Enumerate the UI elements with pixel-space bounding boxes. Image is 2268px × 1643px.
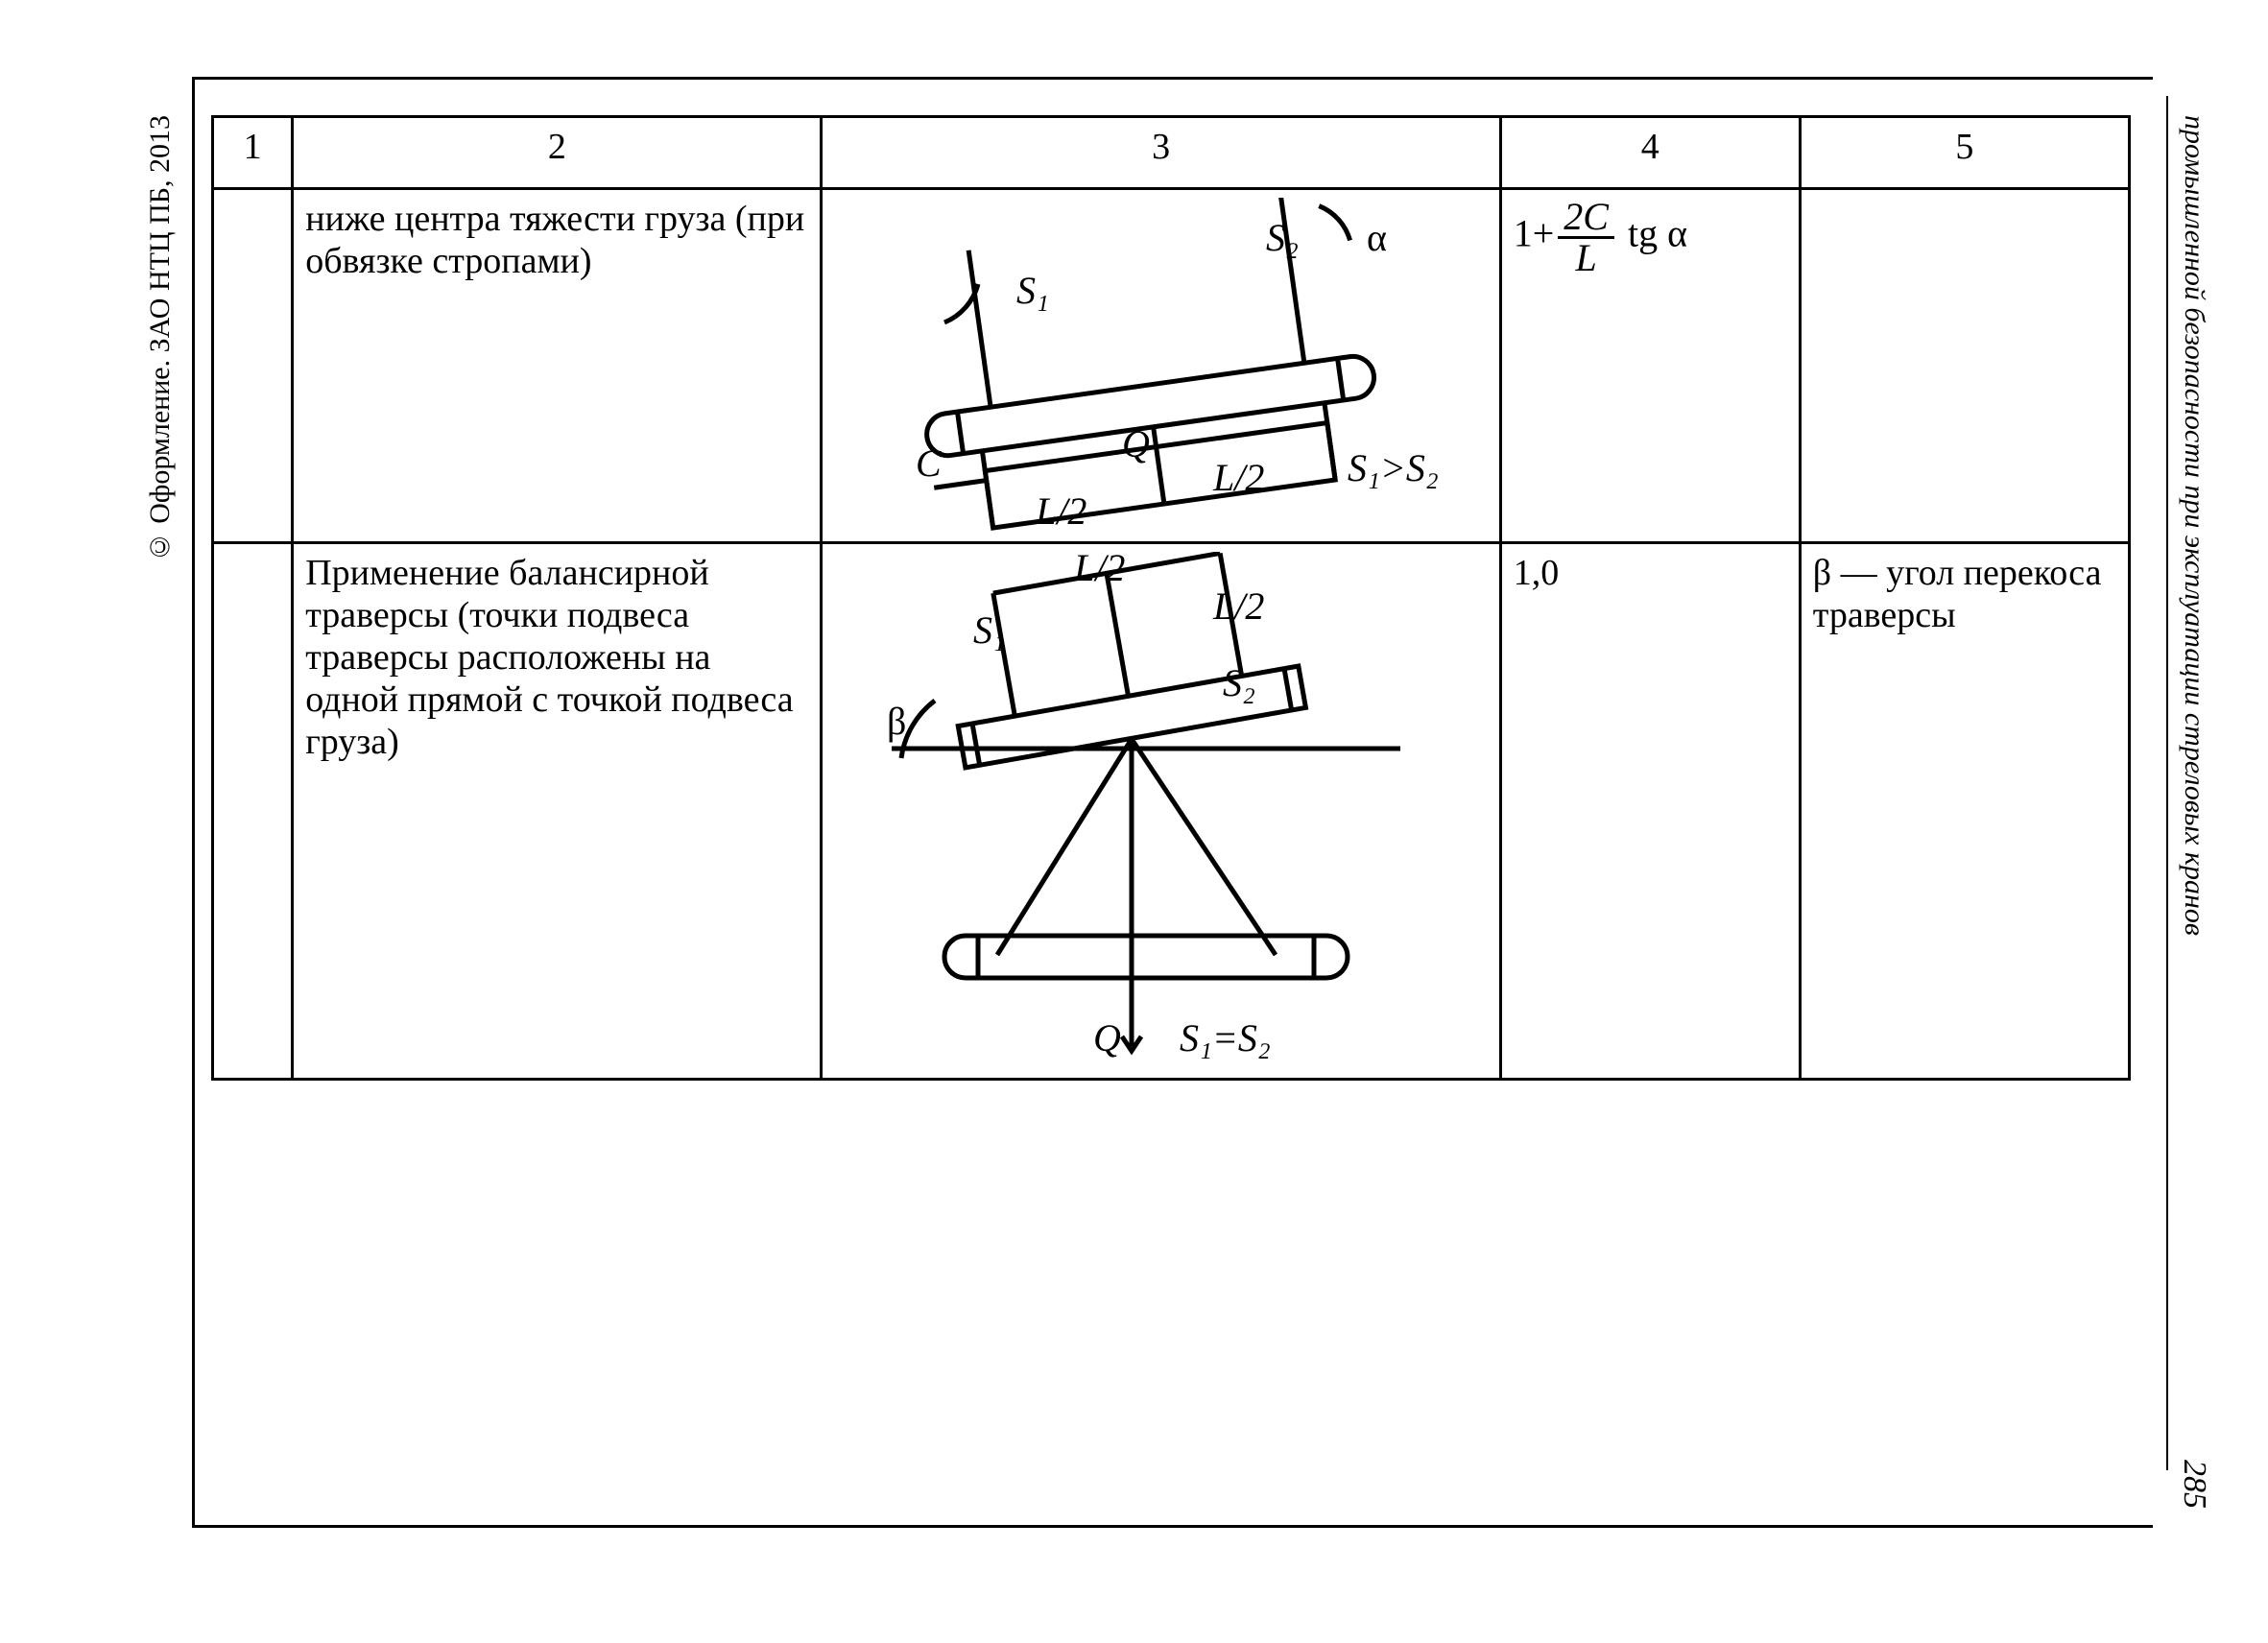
col-header: 2 [293,117,822,189]
cell-note [1800,189,2129,543]
main-table: 1 2 3 4 5 ниже центра тяжести груза (при… [211,115,2131,1081]
table-row: Применение балансирной траверсы (точки п… [213,543,2130,1080]
cell-coeff: 1,0 [1500,543,1800,1080]
lbl-q: Q [1122,422,1150,465]
formula: 1+2CL tg α [1514,198,1687,277]
lbl-s1: S₁ [973,608,1006,652]
cell-coeff: 1+2CL tg α [1500,189,1800,543]
left-margin-text: © Оформление. ЗАО НТЦ ПБ, 2013 [144,115,177,562]
lbl-s1: S₁ [1016,269,1049,312]
lbl-s2: S₂ [1223,661,1255,704]
col-header: 1 [213,117,293,189]
cell-1 [213,189,293,543]
lbl-s2: S₂ [1266,216,1299,259]
left-margin-label: © Оформление. ЗАО НТЦ ПБ, 2013 [144,115,176,562]
lbl-c: C [916,441,943,485]
formula-prefix: 1+ [1514,212,1555,255]
formula-suffix: tg α [1618,212,1687,255]
diagram-traverse: L/2 L/2 S₁ S₂ β Q S₁=S₂ [834,552,1483,1070]
lbl-alpha: α [1367,216,1387,259]
lbl-beta: β [887,700,906,743]
cell-diagram: L/2 L/2 S₁ S₂ β Q S₁=S₂ [822,543,1500,1080]
cell-1 [213,543,293,1080]
frac-num: 2C [1558,198,1614,239]
cell-description: Применение балансирной траверсы (точки п… [293,543,822,1080]
right-margin-rule [2166,96,2168,1470]
col-header: 5 [1800,117,2129,189]
page: © Оформление. ЗАО НТЦ ПБ, 2013 промышлен… [0,0,2268,1643]
col-header: 3 [822,117,1500,189]
frac-den: L [1558,239,1614,277]
table-row: ниже центра тяжести груза (при обвязке с… [213,189,2130,543]
lbl-q: Q [1093,1016,1121,1060]
diagram-slings: S₁ S₂ α C Q L/2 L/2 S₁>S₂ [834,198,1483,534]
col-header: 4 [1500,117,1800,189]
lbl-rel: S₁=S₂ [1180,1016,1271,1060]
right-margin-text: промышленной безопасности при эксплуатац… [2178,115,2210,936]
lbl-l2a: L/2 [1035,489,1086,533]
lbl-rel: S₁>S₂ [1348,446,1439,489]
lbl-l2a: L/2 [1073,552,1125,589]
cell-description: ниже центра тяжести груза (при обвязке с… [293,189,822,543]
cell-note: β — угол переко­са траверсы [1800,543,2129,1080]
cell-diagram: S₁ S₂ α C Q L/2 L/2 S₁>S₂ [822,189,1500,543]
lbl-l2b: L/2 [1212,456,1264,499]
fraction: 2CL [1558,198,1614,277]
page-number: 285 [2176,1460,2212,1509]
lbl-l2b: L/2 [1212,584,1264,628]
table-header-row: 1 2 3 4 5 [213,117,2130,189]
